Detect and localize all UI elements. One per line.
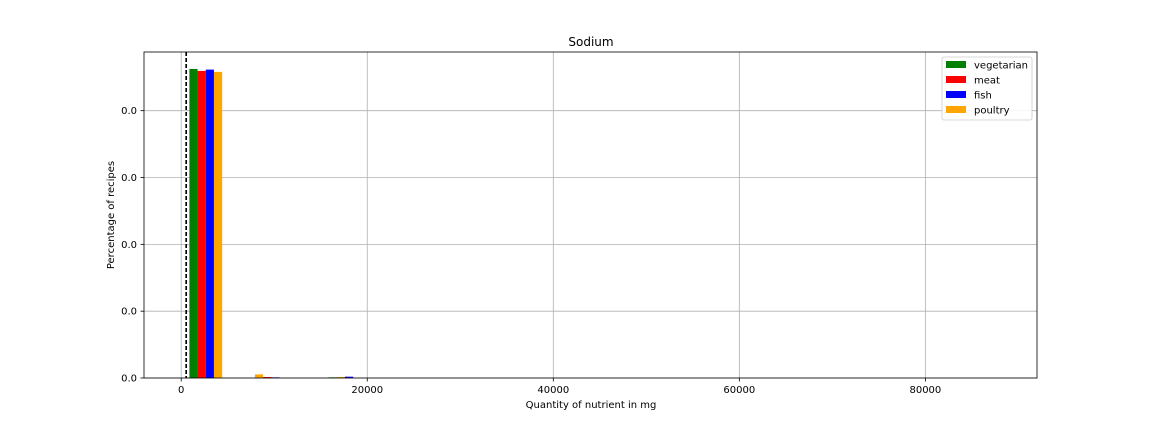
x-axis-ticks: 0 20000 40000 60000 80000: [178, 378, 941, 396]
chart-title: Sodium: [568, 35, 613, 49]
legend-label-poultry: poultry: [974, 106, 1010, 117]
y-tick-label: 0.0: [121, 106, 137, 117]
bar-meat: [197, 70, 206, 379]
legend-label-meat: meat: [974, 76, 1000, 87]
bar-fish: [344, 376, 354, 378]
legend-swatch-meat: [946, 76, 966, 83]
x-tick-label: 20000: [351, 385, 383, 396]
reference-lines: [185, 52, 188, 378]
legend-swatch-poultry: [946, 106, 966, 113]
bar-vegetarian: [189, 68, 198, 379]
legend-label-fish: fish: [974, 91, 992, 102]
plot-frame: [143, 51, 1038, 379]
bar-poultry: [213, 71, 223, 379]
legend-box: [941, 56, 1033, 121]
y-axis-label: Percentage of recipes: [106, 161, 117, 269]
bar-poultry: [336, 377, 345, 378]
legend-swatch-vegetarian: [946, 61, 966, 68]
bars: [189, 68, 354, 379]
x-tick-label: 80000: [909, 385, 941, 396]
x-tick-label: 0: [178, 385, 184, 396]
bar-poultry: [254, 374, 264, 378]
x-tick-label: 40000: [537, 385, 569, 396]
y-axis-ticks: 0.0 0.0 0.0 0.0 0.0: [121, 106, 144, 385]
y-tick-label: 0.0: [121, 173, 137, 184]
legend: vegetarian meat fish poultry: [941, 56, 1033, 121]
x-axis-label: Quantity of nutrient in mg: [526, 400, 657, 411]
x-tick-label: 60000: [723, 385, 755, 396]
y-tick-label: 0.0: [121, 374, 137, 385]
y-tick-label: 0.0: [121, 307, 137, 318]
legend-label-vegetarian: vegetarian: [974, 61, 1028, 72]
bar-fish: [205, 69, 214, 378]
legend-swatch-fish: [946, 91, 966, 98]
y-tick-label: 0.0: [121, 240, 137, 251]
bar-meat: [263, 377, 272, 378]
grid-lines: [144, 52, 1037, 379]
